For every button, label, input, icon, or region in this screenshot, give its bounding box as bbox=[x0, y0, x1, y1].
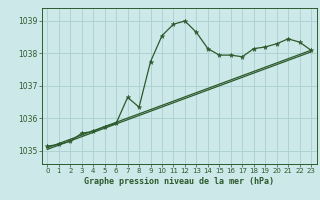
X-axis label: Graphe pression niveau de la mer (hPa): Graphe pression niveau de la mer (hPa) bbox=[84, 177, 274, 186]
